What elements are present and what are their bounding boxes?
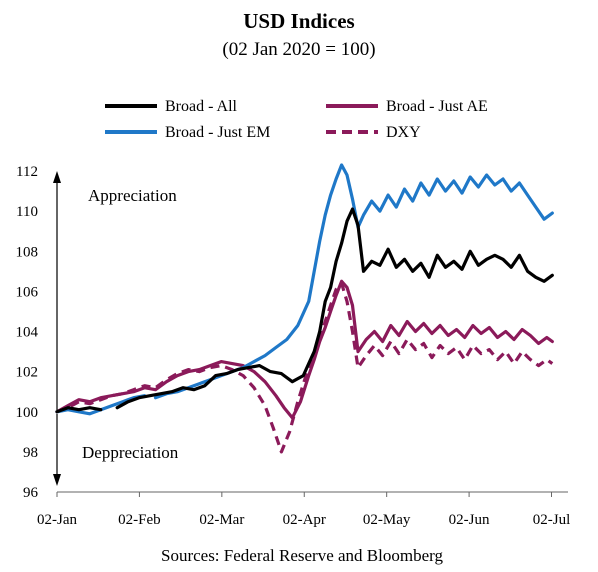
x-tick-label: 02-Mar bbox=[199, 512, 244, 528]
y-tick-label: 96 bbox=[23, 485, 39, 501]
direction-annotations: Appreciation Deppreciation bbox=[53, 171, 179, 486]
x-tick-label: 02-Jun bbox=[449, 512, 490, 528]
x-tick-label: 02-Jul bbox=[533, 512, 571, 528]
plot-axes: 02-Jan 02-Feb 02-Mar 02-Apr 02-May 02-Jun 02-J… bbox=[16, 164, 571, 528]
series-line-broad-all bbox=[55, 406, 103, 414]
depreciation-arrow-head-icon bbox=[53, 474, 61, 486]
y-tick-label: 108 bbox=[16, 244, 39, 260]
y-tick-label: 100 bbox=[16, 405, 39, 421]
y-tick-label: 104 bbox=[16, 325, 39, 341]
legend: Broad - All Broad - Just AE Broad - Just E… bbox=[105, 98, 488, 141]
series-line-broad-all bbox=[115, 207, 554, 410]
series-line-broad-just-ae bbox=[55, 279, 554, 420]
legend-label: Broad - All bbox=[165, 98, 238, 115]
appreciation-label: Appreciation bbox=[88, 186, 177, 205]
x-tick-label: 02-May bbox=[363, 512, 411, 528]
series-lines bbox=[55, 163, 554, 454]
y-tick-label: 112 bbox=[16, 164, 38, 180]
x-tick-label: 02-Apr bbox=[283, 512, 326, 528]
legend-label: Broad - Just EM bbox=[165, 124, 270, 141]
y-tick-label: 110 bbox=[16, 204, 38, 220]
x-tick-label: 02-Jan bbox=[37, 512, 77, 528]
y-ticks: 96 98 100 102 104 106 108 110 112 bbox=[16, 164, 39, 501]
x-ticks: 02-Jan 02-Feb 02-Mar 02-Apr 02-May 02-Jun 02-J… bbox=[37, 492, 570, 528]
y-tick-label: 106 bbox=[16, 284, 39, 300]
x-tick-label: 02-Feb bbox=[118, 512, 161, 528]
chart-title: USD Indices bbox=[243, 9, 354, 33]
chart-subtitle: (02 Jan 2020 = 100) bbox=[222, 39, 375, 60]
legend-label: DXY bbox=[386, 124, 421, 141]
series-line-dxy bbox=[56, 281, 554, 454]
legend-label: Broad - Just AE bbox=[386, 98, 488, 115]
depreciation-label: Deppreciation bbox=[82, 443, 179, 462]
y-tick-label: 102 bbox=[16, 365, 39, 381]
source-note: Sources: Federal Reserve and Bloomberg bbox=[161, 546, 444, 565]
appreciation-arrow-head-icon bbox=[53, 171, 61, 183]
y-tick-label: 98 bbox=[23, 445, 38, 461]
